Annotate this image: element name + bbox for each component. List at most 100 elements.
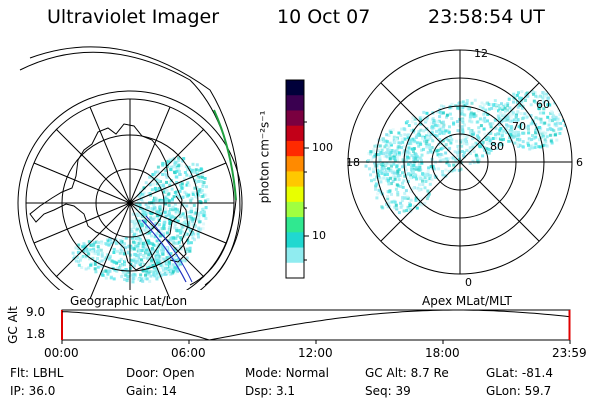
emission-pixel [436, 148, 440, 152]
emission-pixel [109, 276, 113, 280]
emission-pixel [432, 121, 436, 125]
emission-pixel [386, 161, 390, 165]
emission-pixel [392, 162, 396, 166]
emission-pixel [384, 139, 388, 143]
emission-pixel [185, 183, 189, 187]
emission-pixel [386, 195, 389, 198]
altitude-plot [61, 309, 571, 344]
emission-pixel [393, 139, 397, 143]
emission-pixel [523, 112, 527, 116]
emission-pixel [171, 236, 175, 240]
emission-pixel [409, 129, 413, 133]
emission-pixel [469, 113, 473, 117]
emission-pixel [425, 145, 429, 149]
emission-pixel [512, 92, 516, 96]
emission-pixel [441, 170, 444, 173]
emission-pixel [396, 146, 400, 150]
emission-pixel [421, 173, 425, 177]
emission-pixel [493, 103, 497, 106]
emission-pixel [390, 151, 394, 155]
emission-pixel [181, 230, 185, 234]
emission-pixel [190, 223, 194, 227]
emission-pixel [424, 142, 428, 145]
emission-pixel [538, 104, 542, 108]
emission-pixel [416, 198, 420, 202]
emission-pixel [168, 183, 172, 187]
emission-pixel [456, 144, 460, 148]
emission-pixel [160, 258, 164, 262]
emission-pixel [167, 159, 171, 163]
emission-pixel [158, 271, 162, 275]
emission-pixel [112, 247, 116, 251]
emission-pixel [201, 175, 205, 179]
emission-pixel [185, 194, 189, 198]
emission-pixel [405, 195, 409, 199]
emission-pixel [133, 272, 137, 276]
emission-pixel [431, 117, 435, 121]
emission-pixel [131, 212, 135, 216]
emission-pixel [367, 152, 371, 155]
emission-pixel [396, 171, 400, 175]
emission-pixel [527, 143, 530, 147]
emission-pixel [71, 251, 75, 255]
emission-pixel [96, 265, 100, 269]
emission-pixel [554, 115, 558, 119]
emission-pixel [445, 137, 449, 141]
emission-pixel [174, 271, 178, 275]
emission-pixel [468, 146, 472, 150]
emission-pixel [85, 254, 88, 258]
emission-pixel [142, 186, 146, 190]
emission-pixel [112, 277, 116, 281]
emission-pixel [154, 188, 158, 192]
emission-pixel [463, 139, 467, 143]
emission-pixel [521, 131, 525, 135]
emission-pixel [553, 122, 557, 126]
emission-pixel [167, 239, 171, 243]
emission-pixel [498, 128, 502, 132]
emission-pixel [168, 221, 172, 225]
emission-pixel [457, 102, 461, 105]
emission-pixel [380, 166, 384, 170]
emission-pixel [162, 182, 166, 186]
emission-pixel [147, 241, 151, 245]
emission-pixel [551, 119, 554, 123]
emission-pixel [419, 158, 423, 162]
emission-pixel [399, 185, 403, 188]
emission-pixel [407, 142, 411, 146]
emission-pixel [124, 273, 128, 277]
emission-pixel [192, 203, 196, 207]
mlt-label-18: 18 [346, 156, 360, 169]
emission-pixel [450, 102, 454, 106]
emission-pixel [519, 123, 523, 127]
emission-pixel [178, 261, 182, 265]
emission-pixel [390, 192, 393, 196]
emission-pixel [405, 152, 409, 156]
emission-pixel [452, 163, 456, 167]
emission-pixel [384, 143, 388, 147]
emission-pixel [516, 118, 520, 121]
emission-pixel [449, 141, 453, 145]
emission-pixel [93, 267, 97, 271]
emission-pixel [133, 232, 136, 236]
emission-pixel [436, 124, 440, 128]
emission-pixel [552, 129, 556, 133]
emission-pixel [376, 168, 379, 172]
emission-pixel [471, 159, 475, 163]
emission-pixel [125, 279, 129, 283]
emission-pixel [375, 164, 379, 168]
emission-pixel [172, 255, 176, 259]
emission-pixel [487, 151, 491, 155]
info-filter: Flt: LBHL [10, 366, 64, 380]
emission-pixel [383, 173, 387, 177]
emission-pixel [428, 143, 431, 147]
emission-pixel [162, 225, 166, 229]
emission-pixel [186, 238, 190, 242]
emission-pixel [406, 155, 410, 159]
emission-pixel [187, 241, 190, 245]
emission-pixel [77, 243, 81, 247]
emission-pixel [137, 241, 141, 245]
emission-pixel [156, 165, 160, 169]
emission-pixel [113, 268, 117, 272]
emission-pixel [428, 177, 432, 180]
emission-pixel [478, 145, 482, 149]
